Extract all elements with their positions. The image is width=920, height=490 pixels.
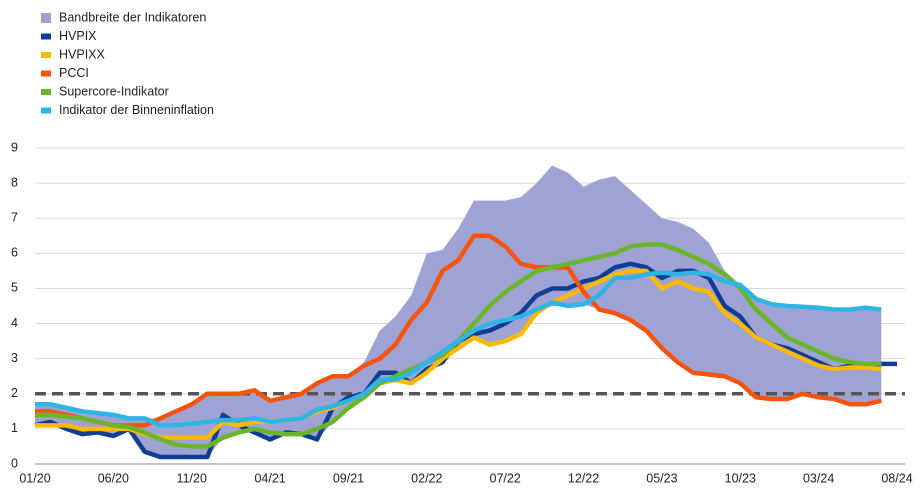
legend-label: PCCI (59, 66, 89, 80)
series-line (35, 233, 882, 428)
legend-swatch (41, 13, 51, 23)
y-tick-label: 9 (11, 140, 18, 154)
legend-label: Supercore-Indikator (59, 84, 169, 98)
x-tick-label: 10/23 (725, 471, 756, 485)
y-tick-label: 6 (11, 246, 18, 260)
series-line (35, 270, 882, 428)
series-line (35, 268, 882, 440)
x-tick-label: 02/22 (411, 471, 442, 485)
x-tick-label: 09/21 (333, 471, 364, 485)
y-tick-label: 4 (11, 316, 18, 330)
y-tick-label: 2 (11, 386, 18, 400)
x-tick-label: 12/22 (568, 471, 599, 485)
y-tick-label: 8 (11, 175, 18, 189)
legend-label: HVPIXX (59, 47, 106, 61)
legend-label: Indikator der Binneninflation (59, 103, 214, 117)
y-tick-label: 5 (11, 281, 18, 295)
x-tick-label: 07/22 (490, 471, 521, 485)
legend-swatch (41, 52, 51, 58)
x-tick-label: 11/20 (177, 471, 207, 485)
legend-swatch (41, 89, 51, 95)
legend-label: HVPIX (59, 29, 97, 43)
band-area (35, 165, 882, 457)
x-tick-label: 05/23 (646, 471, 677, 485)
y-tick-label: 3 (11, 351, 18, 365)
legend-swatch (41, 107, 51, 114)
y-tick-label: 7 (11, 211, 18, 225)
y-tick-label: 1 (11, 421, 18, 435)
x-tick-label: 01/20 (19, 471, 50, 485)
legend-swatch (41, 70, 51, 77)
x-tick-label: 06/20 (98, 471, 129, 485)
x-tick-label: 08/24 (881, 471, 912, 485)
y-tick-label: 0 (11, 456, 18, 470)
x-tick-label: 04/21 (254, 471, 285, 485)
legend-swatch (41, 33, 51, 40)
x-tick-label: 03/24 (803, 471, 834, 485)
legend-label: Bandbreite der Indikatoren (59, 10, 206, 24)
